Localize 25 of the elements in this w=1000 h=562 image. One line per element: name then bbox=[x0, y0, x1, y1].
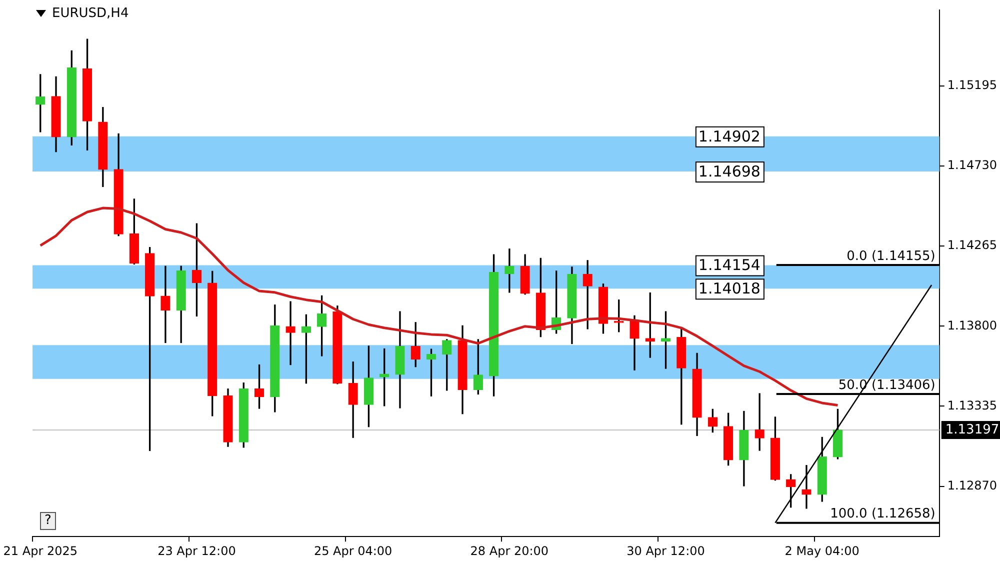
x-tick-label: 25 Apr 04:00 bbox=[314, 544, 392, 558]
candlestick bbox=[754, 393, 764, 451]
ref-line-label: 0.0 (1.14155) bbox=[846, 248, 936, 264]
annotation: 1.14018 bbox=[698, 280, 760, 298]
chart-title: EURUSD,H4 bbox=[52, 6, 129, 21]
x-tick-label: 2 May 04:00 bbox=[784, 544, 860, 558]
y-tick-label: 1.14730 bbox=[947, 158, 997, 172]
candlestick bbox=[286, 301, 296, 366]
y-tick-label: 1.12870 bbox=[947, 478, 997, 492]
y-tick-label: 1.13800 bbox=[947, 318, 997, 332]
annotation: 1.14902 bbox=[698, 127, 760, 146]
x-tick-label: 28 Apr 20:00 bbox=[470, 544, 549, 558]
y-tick-label: 1.15195 bbox=[947, 78, 997, 92]
annotation: 1.14154 bbox=[698, 256, 760, 274]
ref-line-label: 100.0 (1.12658) bbox=[830, 506, 936, 522]
ref-line-label: 1.13197 bbox=[945, 422, 1000, 438]
x-tick-label: 23 Apr 12:00 bbox=[158, 544, 236, 558]
candlestick bbox=[802, 464, 812, 509]
help-icon: ? bbox=[40, 512, 56, 530]
y-tick-label: 1.14265 bbox=[947, 238, 997, 252]
y-tick-label: 1.13335 bbox=[947, 398, 997, 412]
x-tick-label: 30 Apr 12:00 bbox=[626, 544, 705, 558]
annotation: 1.14698 bbox=[698, 162, 760, 180]
x-tick-label: 21 Apr 2025 bbox=[3, 544, 78, 558]
candlestick bbox=[160, 266, 170, 344]
